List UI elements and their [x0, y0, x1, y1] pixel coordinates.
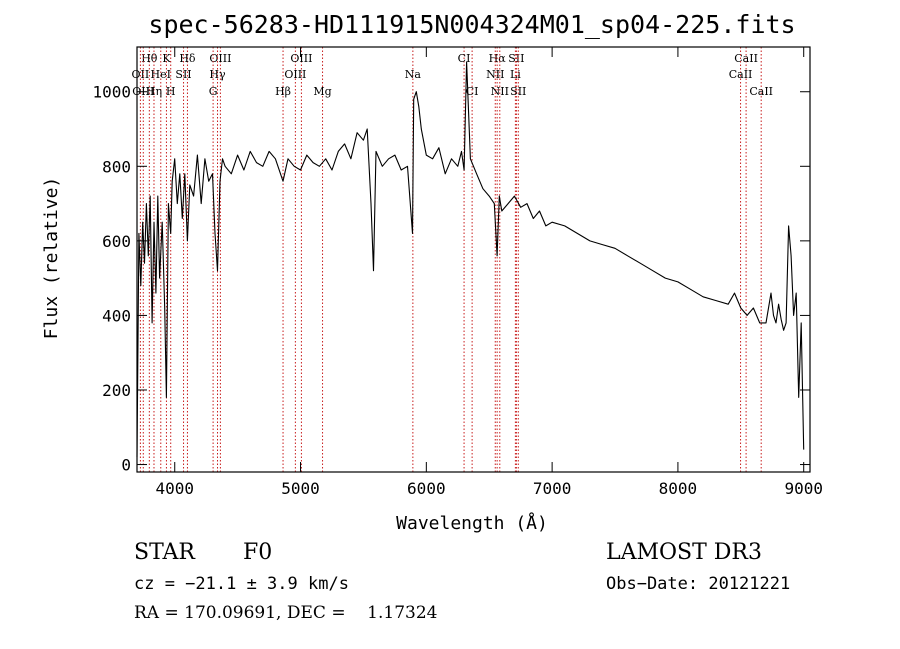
line-marker-label-10: Hγ [209, 68, 226, 81]
y-tick-label-4: 800 [102, 157, 131, 176]
line-marker-label-3: K [162, 52, 171, 65]
line-marker-label-18: CI [466, 85, 479, 98]
line-marker-label-4: HeI [151, 68, 171, 81]
line-marker-label-16: Na [405, 68, 422, 81]
y-tick-label-1: 200 [102, 381, 131, 400]
line-marker-label-13: OIII [284, 68, 306, 81]
line-marker-label-17: CI [458, 52, 471, 65]
redshift-cz: cz = −21.1 ± 3.9 km/s [134, 574, 349, 594]
y-tick-label-2: 400 [102, 306, 131, 325]
line-marker-label-8: H [166, 85, 176, 98]
line-marker-label-9: OIII [209, 52, 231, 65]
spectrum-series [136, 61, 805, 458]
y-tick-label-0: 0 [121, 456, 131, 475]
survey-name: LAMOST DR3 [606, 540, 762, 565]
x-tick-label-2: 6000 [407, 479, 446, 498]
line-marker-label-11: G [209, 85, 218, 98]
object-subclass: F0 [243, 540, 273, 565]
line-marker-label-20: NII [486, 68, 504, 81]
line-marker-label-5: Hη [146, 85, 162, 98]
chart-title: spec-56283-HD111915N004324M01_sp04-225.f… [148, 10, 795, 39]
line-marker-label-6: Hδ [179, 52, 196, 65]
spectrum-line [136, 61, 805, 458]
line-marker-label-27: CaII [749, 85, 773, 98]
x-axis-label: Wavelength (Å) [396, 512, 548, 534]
y-tick-label-3: 600 [102, 232, 131, 251]
coordinates: RA = 170.09691, DEC = 1.17324 [134, 603, 438, 623]
object-class: STAR [134, 540, 195, 565]
x-tick-label-4: 8000 [659, 479, 698, 498]
line-marker-label-23: Li [510, 68, 521, 81]
line-marker-label-22: SII [508, 52, 524, 65]
line-marker-label-19: Hα [489, 52, 507, 65]
x-tick-label-5: 9000 [784, 479, 823, 498]
line-marker-label-24: SII [510, 85, 526, 98]
y-axis-label: Flux (relative) [41, 177, 62, 340]
line-marker-label-21: NII [491, 85, 509, 98]
x-tick-label-1: 5000 [281, 479, 320, 498]
line-marker-label-26: CaII [729, 68, 753, 81]
plot-frame [136, 46, 811, 473]
x-tick-label-0: 4000 [155, 479, 194, 498]
line-marker-label-15: Mg [313, 85, 331, 98]
y-tick-label-5: 1000 [92, 83, 131, 102]
line-marker-label-14: OIII [290, 52, 312, 65]
line-marker-label-25: CaII [734, 52, 758, 65]
x-tick-label-3: 7000 [533, 479, 572, 498]
x-axis-ticks: 4000 5000 6000 7000 8000 9000 [155, 47, 823, 498]
line-marker-label-12: Hβ [275, 85, 291, 98]
line-marker-label-7: SII [175, 68, 191, 81]
y-axis-ticks: 0 200 400 600 800 1000 [92, 83, 810, 475]
observation-date: Obs−Date: 20121221 [606, 574, 791, 594]
line-marker-label-1: OII [132, 68, 150, 81]
